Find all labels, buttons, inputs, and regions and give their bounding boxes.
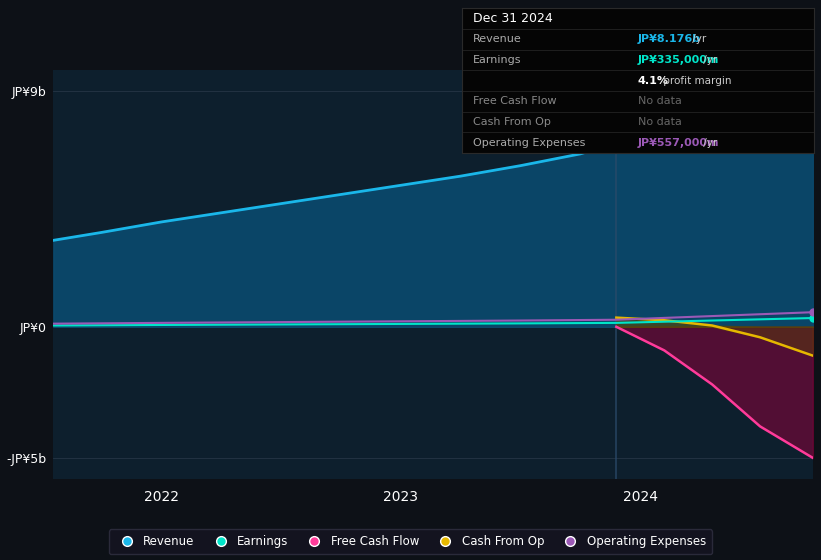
Text: Dec 31 2024: Dec 31 2024 — [473, 12, 553, 25]
Text: profit margin: profit margin — [660, 76, 732, 86]
Text: /yr: /yr — [689, 34, 706, 44]
Legend: Revenue, Earnings, Free Cash Flow, Cash From Op, Operating Expenses: Revenue, Earnings, Free Cash Flow, Cash … — [109, 529, 712, 554]
Text: JP¥8.176b: JP¥8.176b — [638, 34, 701, 44]
Text: 4.1%: 4.1% — [638, 76, 669, 86]
Text: No data: No data — [638, 117, 681, 127]
Text: Earnings: Earnings — [473, 55, 521, 65]
Text: /yr: /yr — [699, 138, 717, 148]
Text: No data: No data — [638, 96, 681, 106]
Text: Operating Expenses: Operating Expenses — [473, 138, 585, 148]
Text: Revenue: Revenue — [473, 34, 521, 44]
Text: /yr: /yr — [699, 55, 717, 65]
Text: JP¥335,000m: JP¥335,000m — [638, 55, 719, 65]
Text: JP¥557,000m: JP¥557,000m — [638, 138, 719, 148]
Text: Cash From Op: Cash From Op — [473, 117, 551, 127]
Text: Free Cash Flow: Free Cash Flow — [473, 96, 557, 106]
